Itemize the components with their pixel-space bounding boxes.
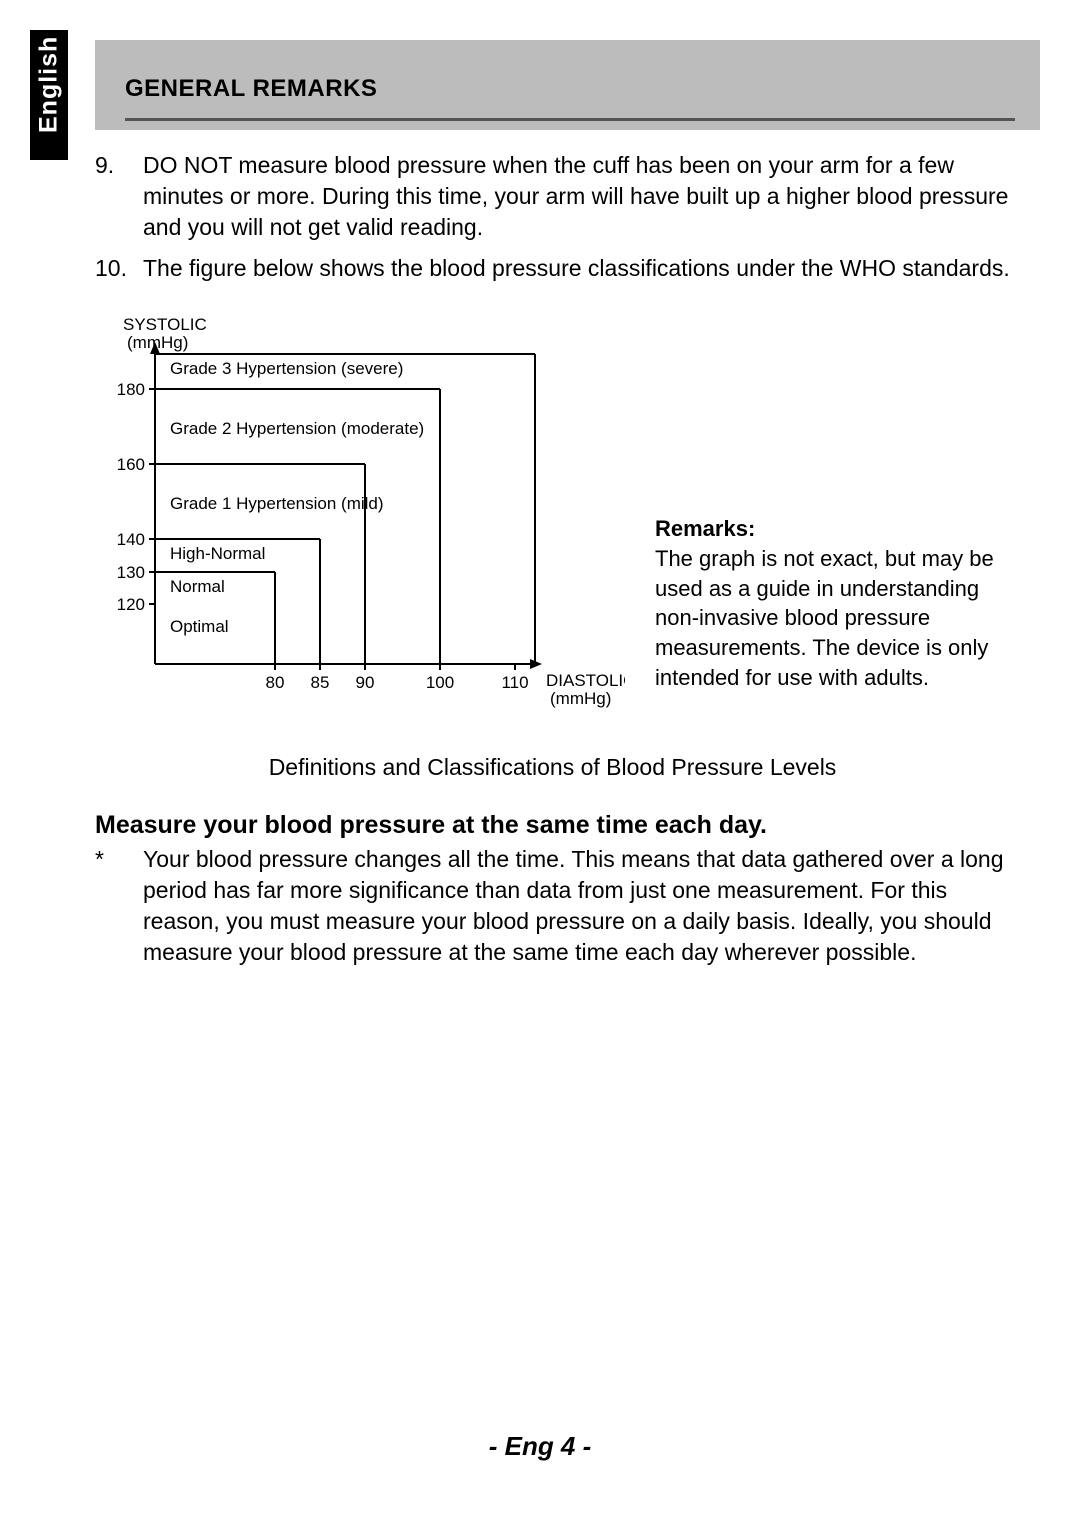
svg-text:180: 180	[117, 380, 145, 399]
section-header: GENERAL REMARKS	[95, 40, 1040, 130]
svg-text:Optimal: Optimal	[170, 617, 229, 636]
remarks-box: Remarks: The graph is not exact, but may…	[625, 314, 1010, 692]
svg-text:80: 80	[266, 673, 285, 692]
section-title: GENERAL REMARKS	[125, 75, 1010, 103]
note-item: * Your blood pressure changes all the ti…	[95, 844, 1010, 968]
svg-text:140: 140	[117, 530, 145, 549]
svg-text:160: 160	[117, 455, 145, 474]
figure-caption: Definitions and Classifications of Blood…	[95, 754, 1010, 781]
svg-text:110: 110	[501, 673, 528, 692]
svg-text:100: 100	[426, 673, 454, 692]
svg-text:Grade 2 Hypertension (moderate: Grade 2 Hypertension (moderate)	[170, 419, 424, 438]
svg-text:Grade 1 Hypertension (mild): Grade 1 Hypertension (mild)	[170, 494, 384, 513]
bp-classification-chart: SYSTOLIC (mmHg) 180 160 140 130 120 80 85 90 100 11…	[95, 314, 625, 724]
note-text: Your blood pressure changes all the time…	[143, 844, 1010, 968]
list-number: 10.	[95, 253, 143, 284]
svg-text:SYSTOLIC: SYSTOLIC	[123, 315, 207, 334]
list-number: 9.	[95, 150, 143, 243]
svg-text:Grade 3 Hypertension (severe): Grade 3 Hypertension (severe)	[170, 359, 403, 378]
svg-text:Normal: Normal	[170, 577, 225, 596]
svg-text:(mmHg): (mmHg)	[550, 689, 611, 708]
list-text: The figure below shows the blood pressur…	[143, 253, 1010, 284]
page-footer: - Eng 4 -	[0, 1431, 1080, 1462]
svg-text:120: 120	[117, 595, 145, 614]
remarks-title: Remarks:	[655, 514, 1010, 544]
note-mark: *	[95, 844, 143, 968]
language-tab: English	[30, 30, 68, 160]
list-item: 10. The figure below shows the blood pre…	[95, 253, 1010, 284]
svg-text:High-Normal: High-Normal	[170, 544, 265, 563]
figure-row: SYSTOLIC (mmHg) 180 160 140 130 120 80 85 90 100 11…	[95, 314, 1010, 724]
header-underline	[125, 118, 1015, 121]
chart-svg: SYSTOLIC (mmHg) 180 160 140 130 120 80 85 90 100 11…	[95, 314, 625, 724]
svg-text:130: 130	[117, 563, 145, 582]
list-item: 9. DO NOT measure blood pressure when th…	[95, 150, 1010, 243]
subheading: Measure your blood pressure at the same …	[95, 811, 1010, 840]
svg-text:85: 85	[311, 673, 330, 692]
page-content: 9. DO NOT measure blood pressure when th…	[95, 150, 1010, 968]
list-text: DO NOT measure blood pressure when the c…	[143, 150, 1010, 243]
svg-text:90: 90	[356, 673, 375, 692]
remarks-text: The graph is not exact, but may be used …	[655, 544, 1010, 692]
svg-text:DIASTOLIC: DIASTOLIC	[546, 671, 625, 690]
